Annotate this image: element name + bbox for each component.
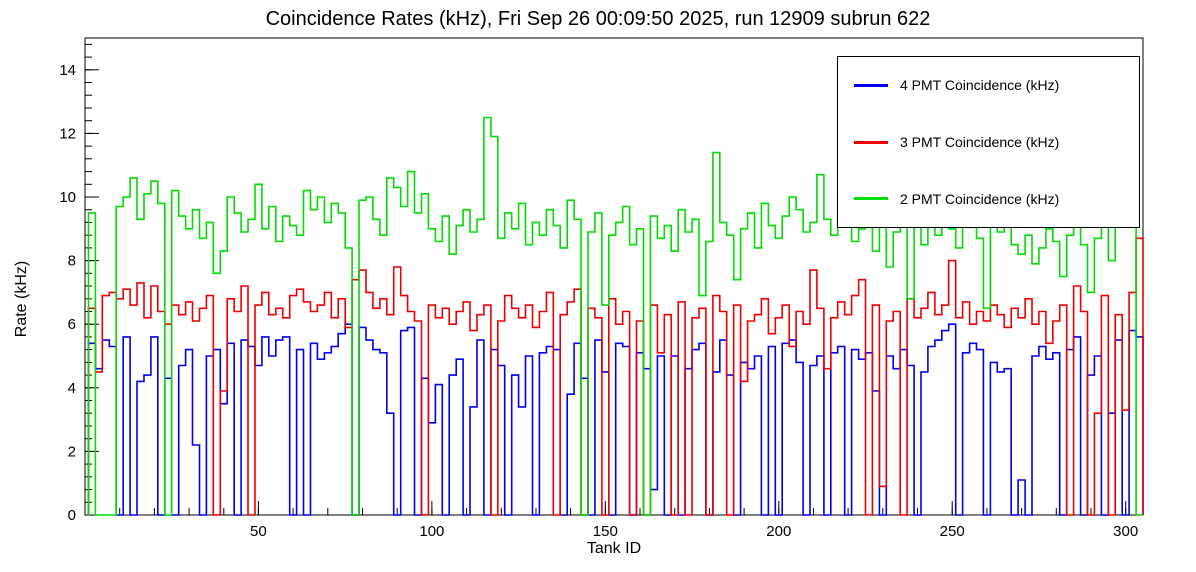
legend-label-3pmt: 3 PMT Coincidence (kHz) [900,134,1060,150]
y-tick-label: 12 [59,125,76,142]
y-tick-label: 14 [59,62,76,79]
series-3pmt-line [87,237,1144,516]
legend-swatch-4pmt [854,83,888,87]
series-4pmt-line [87,323,1144,516]
legend-item-2pmt: 2 PMT Coincidence (kHz) [838,170,1139,227]
x-tick-label: 300 [1113,523,1138,540]
x-tick-label: 50 [250,523,267,540]
legend-swatch-3pmt [854,140,888,144]
legend-swatch-2pmt [854,197,888,201]
y-tick-label: 10 [59,189,76,206]
y-tick-label: 0 [68,507,76,524]
y-tick-label: 6 [68,316,76,333]
legend-item-3pmt: 3 PMT Coincidence (kHz) [838,114,1139,171]
legend: 4 PMT Coincidence (kHz) 3 PMT Coincidenc… [837,56,1140,228]
legend-label-4pmt: 4 PMT Coincidence (kHz) [900,77,1060,94]
x-tick-label: 150 [593,523,618,540]
chart-title: Coincidence Rates (kHz), Fri Sep 26 00:0… [265,8,931,30]
y-tick-label: 4 [68,380,76,397]
legend-label-2pmt: 2 PMT Coincidence (kHz) [900,190,1060,207]
legend-item-4pmt: 4 PMT Coincidence (kHz) [838,57,1139,114]
x-tick-label: 100 [419,523,444,540]
y-axis-label: Rate (kHz) [13,260,30,338]
x-axis-label: Tank ID [586,540,642,557]
y-tick-label: 2 [68,443,76,460]
x-tick-label: 250 [940,523,965,540]
x-tick-label: 200 [766,523,791,540]
y-tick-label: 8 [68,253,76,270]
